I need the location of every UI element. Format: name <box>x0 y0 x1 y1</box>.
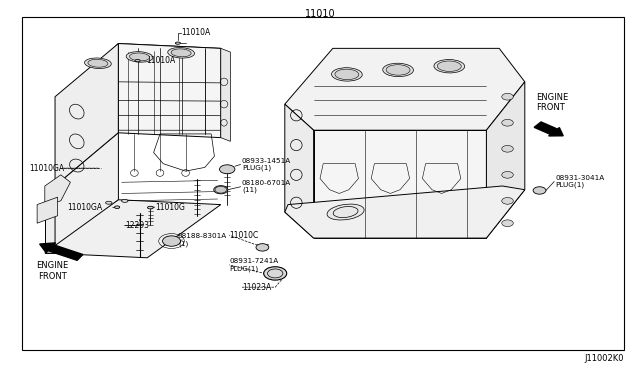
Circle shape <box>502 220 513 227</box>
Polygon shape <box>45 186 55 253</box>
Circle shape <box>502 145 513 152</box>
Ellipse shape <box>327 204 364 220</box>
Text: 12293: 12293 <box>125 221 149 230</box>
Circle shape <box>256 244 269 251</box>
Text: 11010G: 11010G <box>156 203 186 212</box>
Polygon shape <box>55 44 118 186</box>
Ellipse shape <box>129 53 150 61</box>
Text: 08933-1451A
PLUG(1): 08933-1451A PLUG(1) <box>242 158 291 171</box>
Ellipse shape <box>122 199 128 202</box>
Circle shape <box>502 171 513 178</box>
Ellipse shape <box>168 48 195 58</box>
Polygon shape <box>486 82 525 238</box>
Text: 08931-7241A
PLUG(1): 08931-7241A PLUG(1) <box>229 258 278 272</box>
Text: ENGINE
FRONT: ENGINE FRONT <box>536 93 568 112</box>
Text: 11010GA: 11010GA <box>67 203 102 212</box>
Ellipse shape <box>126 52 153 62</box>
Polygon shape <box>285 48 525 130</box>
Ellipse shape <box>332 68 362 81</box>
Polygon shape <box>45 175 70 205</box>
Polygon shape <box>37 197 58 223</box>
Polygon shape <box>45 200 221 258</box>
Text: 11023A: 11023A <box>242 283 271 292</box>
Text: 11010GA: 11010GA <box>29 164 64 173</box>
Ellipse shape <box>434 60 465 73</box>
Text: 08180-6701A
(11): 08180-6701A (11) <box>242 180 291 193</box>
Ellipse shape <box>147 206 153 209</box>
Circle shape <box>502 198 513 204</box>
Polygon shape <box>314 130 486 238</box>
Circle shape <box>220 165 235 174</box>
Polygon shape <box>118 44 221 138</box>
Circle shape <box>502 93 513 100</box>
Circle shape <box>163 236 180 246</box>
Text: 08188-8301A
(1): 08188-8301A (1) <box>178 233 227 247</box>
Ellipse shape <box>106 201 112 204</box>
Bar <box>22 17 624 350</box>
Polygon shape <box>221 48 230 141</box>
Circle shape <box>264 267 287 280</box>
Ellipse shape <box>135 60 140 62</box>
Text: 11010: 11010 <box>305 9 335 19</box>
Ellipse shape <box>386 65 410 75</box>
Text: 11010A: 11010A <box>146 56 175 65</box>
Polygon shape <box>55 133 118 253</box>
Ellipse shape <box>88 59 108 67</box>
Ellipse shape <box>171 49 191 57</box>
Ellipse shape <box>175 42 180 44</box>
FancyArrow shape <box>534 122 563 136</box>
Polygon shape <box>64 44 221 102</box>
Ellipse shape <box>383 63 413 77</box>
Ellipse shape <box>84 58 111 68</box>
Ellipse shape <box>115 206 120 208</box>
FancyArrow shape <box>40 243 83 260</box>
Circle shape <box>533 187 546 194</box>
Polygon shape <box>285 104 314 238</box>
Ellipse shape <box>335 69 359 80</box>
Text: 08931-3041A
PLUG(1): 08931-3041A PLUG(1) <box>556 175 605 188</box>
Circle shape <box>214 186 228 194</box>
Text: 11010C: 11010C <box>229 231 259 240</box>
Circle shape <box>502 119 513 126</box>
Text: 11010A: 11010A <box>181 28 211 37</box>
Ellipse shape <box>437 61 461 71</box>
Polygon shape <box>285 186 525 238</box>
Text: ENGINE
FRONT: ENGINE FRONT <box>36 261 68 280</box>
Text: J11002K0: J11002K0 <box>584 354 624 363</box>
